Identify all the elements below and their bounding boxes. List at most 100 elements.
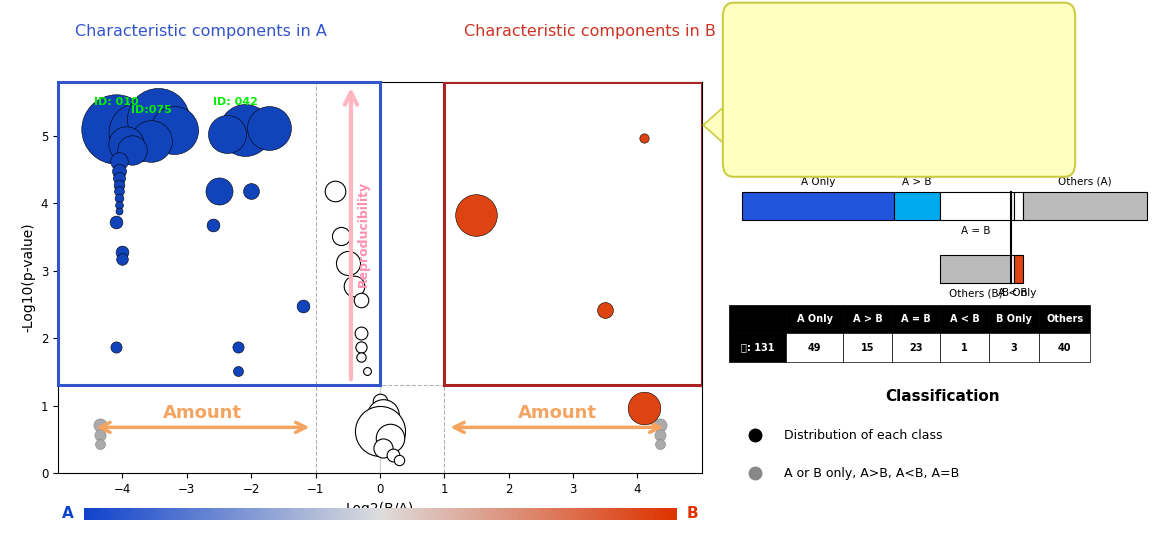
Point xyxy=(110,181,129,189)
Point xyxy=(651,430,669,439)
Point xyxy=(90,430,109,439)
Bar xyxy=(58,82,380,386)
Text: 1: 1 xyxy=(962,343,967,353)
Text: A > B: A > B xyxy=(902,177,931,187)
Text: Area value: Area value xyxy=(892,131,969,144)
Text: Distribution of each class: Distribution of each class xyxy=(784,429,942,442)
Text: ID:075: ID:075 xyxy=(131,106,172,115)
Bar xyxy=(1014,255,1023,283)
Polygon shape xyxy=(703,98,734,152)
Point xyxy=(90,421,109,429)
Text: 49: 49 xyxy=(809,343,821,353)
Text: A < B: A < B xyxy=(998,288,1028,298)
Point xyxy=(110,200,129,209)
Bar xyxy=(988,305,1039,333)
Bar xyxy=(1039,305,1090,333)
Text: Amount: Amount xyxy=(164,404,242,422)
Y-axis label: -Log10(p-value): -Log10(p-value) xyxy=(21,222,35,332)
Text: Classification: Classification xyxy=(885,389,1000,404)
Point xyxy=(390,456,408,465)
Point xyxy=(241,187,260,195)
Point xyxy=(332,231,350,240)
Bar xyxy=(444,82,702,386)
Point xyxy=(229,343,247,351)
Text: B: B xyxy=(687,506,698,521)
Point xyxy=(326,187,345,195)
Text: 3: 3 xyxy=(1010,343,1017,353)
Point xyxy=(635,404,653,412)
Text: 40: 40 xyxy=(1058,343,1072,353)
Point xyxy=(203,220,222,229)
Text: ID: 042: ID: 042 xyxy=(212,97,258,107)
Point xyxy=(107,125,125,133)
Point xyxy=(110,207,129,215)
Text: A = B: A = B xyxy=(960,226,991,236)
Text: 23: 23 xyxy=(909,343,923,353)
Point xyxy=(142,137,160,145)
Point xyxy=(129,128,147,137)
Text: B Only: B Only xyxy=(996,314,1032,324)
Text: B Only: B Only xyxy=(1001,288,1036,298)
Text: Others (A): Others (A) xyxy=(1058,177,1112,187)
Text: Characteristic components in B: Characteristic components in B xyxy=(464,24,716,40)
Text: A > B: A > B xyxy=(853,314,883,324)
Text: ID: 010: ID: 010 xyxy=(94,97,138,107)
Text: Marker size:: Marker size: xyxy=(760,131,853,144)
Text: individual components: individual components xyxy=(760,84,912,97)
Point xyxy=(596,306,615,314)
Point xyxy=(351,295,370,304)
Point xyxy=(351,353,370,361)
Text: A Only: A Only xyxy=(797,314,833,324)
Point xyxy=(123,146,142,155)
Bar xyxy=(1012,192,1014,220)
X-axis label: Log2(B/A): Log2(B/A) xyxy=(346,502,414,516)
Point xyxy=(90,439,109,448)
Text: Equivalent to: Equivalent to xyxy=(882,38,974,51)
Text: Others (B): Others (B) xyxy=(949,288,1002,298)
Point xyxy=(371,427,390,436)
Bar xyxy=(893,192,940,220)
Point xyxy=(165,126,183,134)
Point xyxy=(651,421,669,429)
Point xyxy=(635,133,653,142)
Point xyxy=(371,397,390,405)
Point xyxy=(357,366,376,375)
Bar xyxy=(843,305,892,333)
Bar xyxy=(988,333,1039,362)
Point xyxy=(235,126,254,134)
Text: A: A xyxy=(61,506,73,521)
Point xyxy=(148,114,167,123)
Text: Others: Others xyxy=(1046,314,1083,324)
Bar xyxy=(1012,255,1014,283)
Text: Each plot:: Each plot: xyxy=(760,38,835,51)
Point xyxy=(110,174,129,183)
Point xyxy=(651,439,669,448)
Point xyxy=(114,254,131,263)
Text: Amount: Amount xyxy=(517,404,596,422)
Text: A = B: A = B xyxy=(901,314,931,324)
Point xyxy=(116,139,135,148)
Point xyxy=(351,343,370,351)
Point xyxy=(380,434,399,442)
Text: 計: 131: 計: 131 xyxy=(741,343,775,353)
Bar xyxy=(786,333,843,362)
Text: Characteristic components in A: Characteristic components in A xyxy=(75,24,327,40)
Point xyxy=(345,282,363,290)
Point xyxy=(114,248,131,256)
Point xyxy=(110,194,129,202)
Bar xyxy=(892,305,941,333)
Bar xyxy=(940,192,1012,220)
Text: Reproducibility: Reproducibility xyxy=(357,181,370,287)
Bar xyxy=(1014,192,1023,220)
Text: 15: 15 xyxy=(861,343,875,353)
Text: A Only: A Only xyxy=(800,177,835,187)
Point xyxy=(229,366,247,375)
Point xyxy=(351,329,370,338)
Point xyxy=(107,343,125,351)
Point xyxy=(467,211,486,220)
Bar xyxy=(1039,333,1090,362)
Point xyxy=(210,187,229,195)
Point xyxy=(384,450,403,459)
Bar xyxy=(941,305,988,333)
Bar xyxy=(742,192,893,220)
